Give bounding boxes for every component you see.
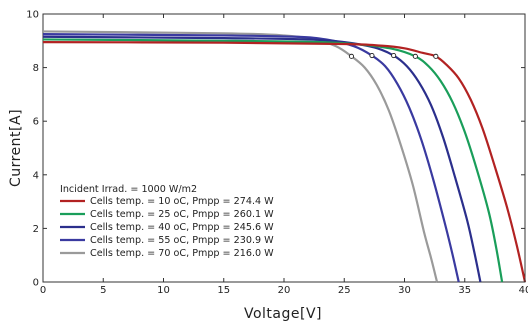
series-line-3	[42, 35, 482, 283]
mpp-point-2	[412, 53, 418, 59]
x-tick-label: 20	[278, 285, 291, 296]
series-line-4	[42, 33, 460, 283]
y-tick-label: 8	[33, 63, 39, 74]
y-tick-label: 10	[26, 10, 39, 21]
mpp-point-1	[433, 53, 439, 59]
x-tick-label: 40	[519, 285, 528, 296]
x-tick-label: 25	[338, 285, 351, 296]
legend-label-1: Cells temp. = 10 oC, Pmpp = 274.4 W	[90, 196, 274, 207]
legend: Incident Irrad. = 1000 W/m2 Cells temp. …	[60, 184, 274, 259]
mpp-point-3	[391, 52, 397, 59]
x-tick-label: 0	[40, 285, 46, 296]
mpp-point-5	[348, 53, 355, 59]
series-line-1	[42, 41, 527, 283]
x-tick-label: 15	[217, 285, 230, 296]
x-tick-label: 35	[458, 285, 471, 296]
legend-label-4: Cells temp. = 55 oC, Pmpp = 230.9 W	[90, 235, 274, 246]
legend-label-5: Cells temp. = 70 oC, Pmpp = 216.0 W	[90, 248, 274, 259]
x-tick-label: 10	[157, 285, 170, 296]
x-tick-label: 30	[398, 285, 411, 296]
mpp-point-4	[369, 52, 375, 59]
legend-title: Incident Irrad. = 1000 W/m2	[60, 184, 197, 195]
legend-label-3: Cells temp. = 40 oC, Pmpp = 245.6 W	[90, 222, 274, 233]
x-tick-label: 5	[100, 285, 106, 296]
series-line-5	[42, 30, 439, 283]
y-tick-label: 0	[33, 278, 39, 289]
x-axis-label: Voltage[V]	[244, 306, 322, 322]
legend-label-2: Cells temp. = 25 oC, Pmpp = 260.1 W	[90, 209, 274, 220]
curve-layer	[42, 30, 527, 283]
y-axis-ticks: 0 2 4 6 8 10	[26, 10, 525, 289]
y-tick-label: 2	[33, 224, 39, 235]
x-axis-ticks: 0 5 10 15 20 25 30 35 40	[40, 14, 528, 296]
mpp-marker-layer	[348, 52, 439, 59]
y-axis-label: Current[A]	[8, 109, 24, 187]
y-tick-label: 4	[33, 170, 39, 181]
series-line-2	[42, 38, 504, 283]
y-tick-label: 6	[33, 117, 39, 128]
